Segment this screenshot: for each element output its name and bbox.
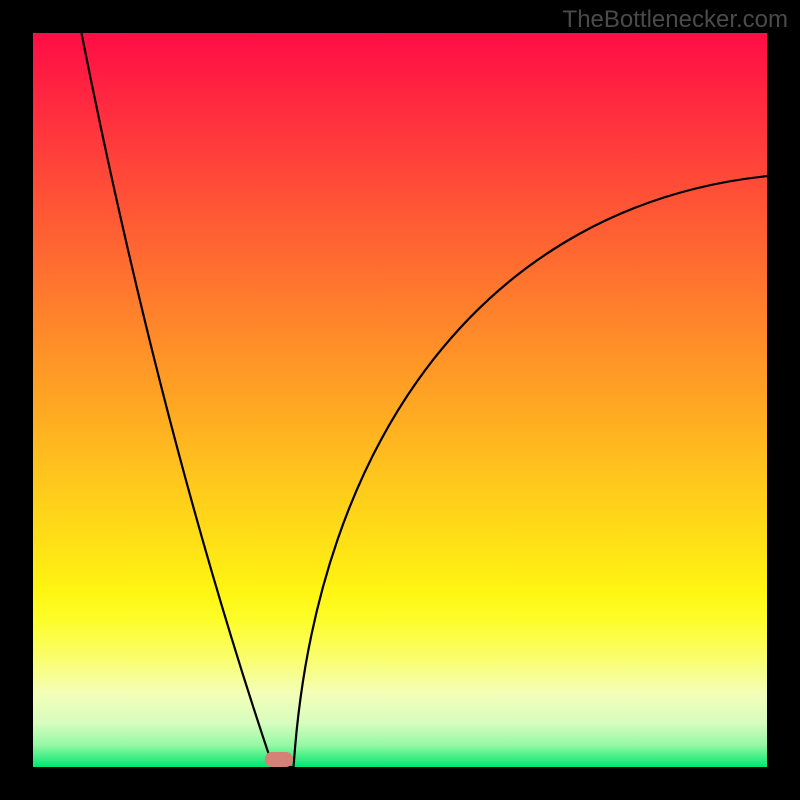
plot-canvas — [33, 33, 767, 767]
gradient-background — [33, 33, 767, 767]
minimum-marker — [265, 752, 293, 767]
watermark-text: TheBottlenecker.com — [563, 6, 788, 34]
